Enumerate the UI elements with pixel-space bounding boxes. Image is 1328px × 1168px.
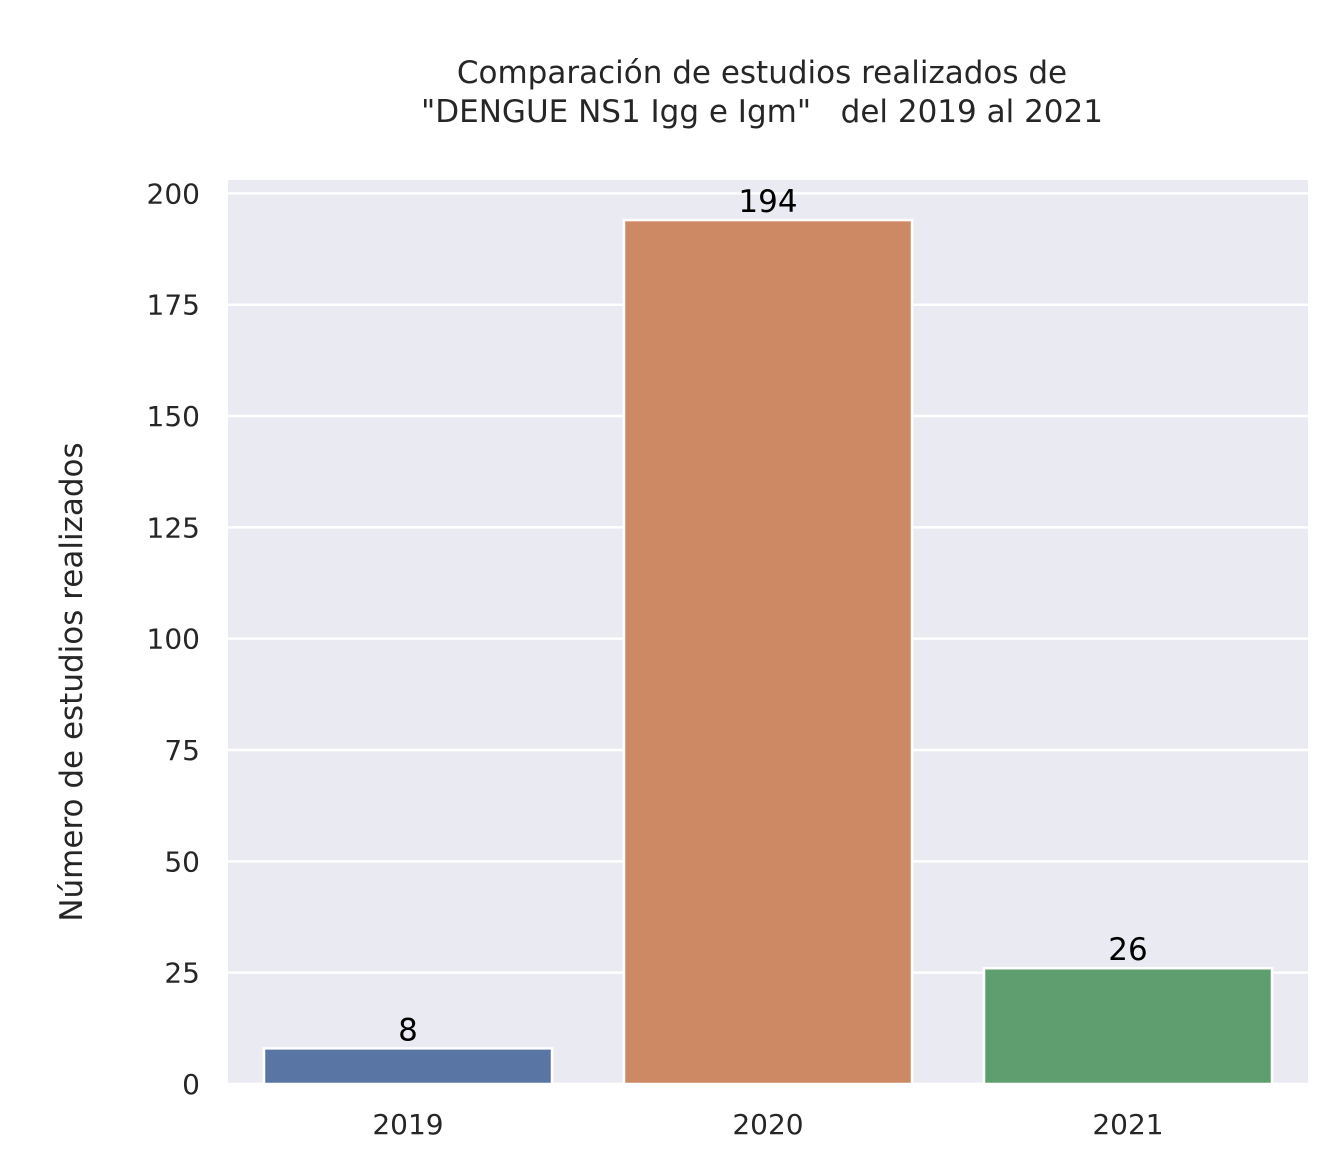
- data-label: 26: [1108, 932, 1147, 968]
- x-tick-labels: 2019 2020 2021: [372, 1108, 1163, 1141]
- y-tick-label: 125: [147, 511, 200, 544]
- bars: [262, 218, 1274, 1086]
- x-tick-label: 2020: [732, 1108, 803, 1141]
- bar-2019: [262, 1047, 554, 1086]
- y-tick-label: 25: [164, 957, 200, 990]
- y-tick-label: 150: [147, 400, 200, 433]
- y-tick-labels: 0 25 50 75 100 125 150 175 200: [147, 177, 200, 1101]
- bar-2021: [982, 966, 1274, 1086]
- data-label: 194: [738, 184, 797, 220]
- y-tick-label: 50: [164, 845, 200, 878]
- x-tick-label: 2021: [1092, 1108, 1163, 1141]
- chart-title-line-2: "DENGUE NS1 Igg e Igm" del 2019 al 2021: [421, 94, 1103, 130]
- y-tick-label: 200: [147, 177, 200, 210]
- y-tick-label: 75: [164, 734, 200, 767]
- data-labels: 8 194 26: [398, 184, 1148, 1048]
- y-axis-label: Número de estudios realizados: [54, 442, 90, 921]
- chart-title-line-1: Comparación de estudios realizados de: [456, 55, 1068, 91]
- y-tick-label: 175: [147, 289, 200, 322]
- y-tick-label: 100: [147, 623, 200, 656]
- y-tick-label: 0: [182, 1068, 200, 1101]
- x-tick-label: 2019: [372, 1108, 443, 1141]
- bar-2020: [622, 218, 914, 1086]
- chart-title: Comparación de estudios realizados de "D…: [262, 54, 1262, 132]
- data-label: 8: [398, 1012, 418, 1048]
